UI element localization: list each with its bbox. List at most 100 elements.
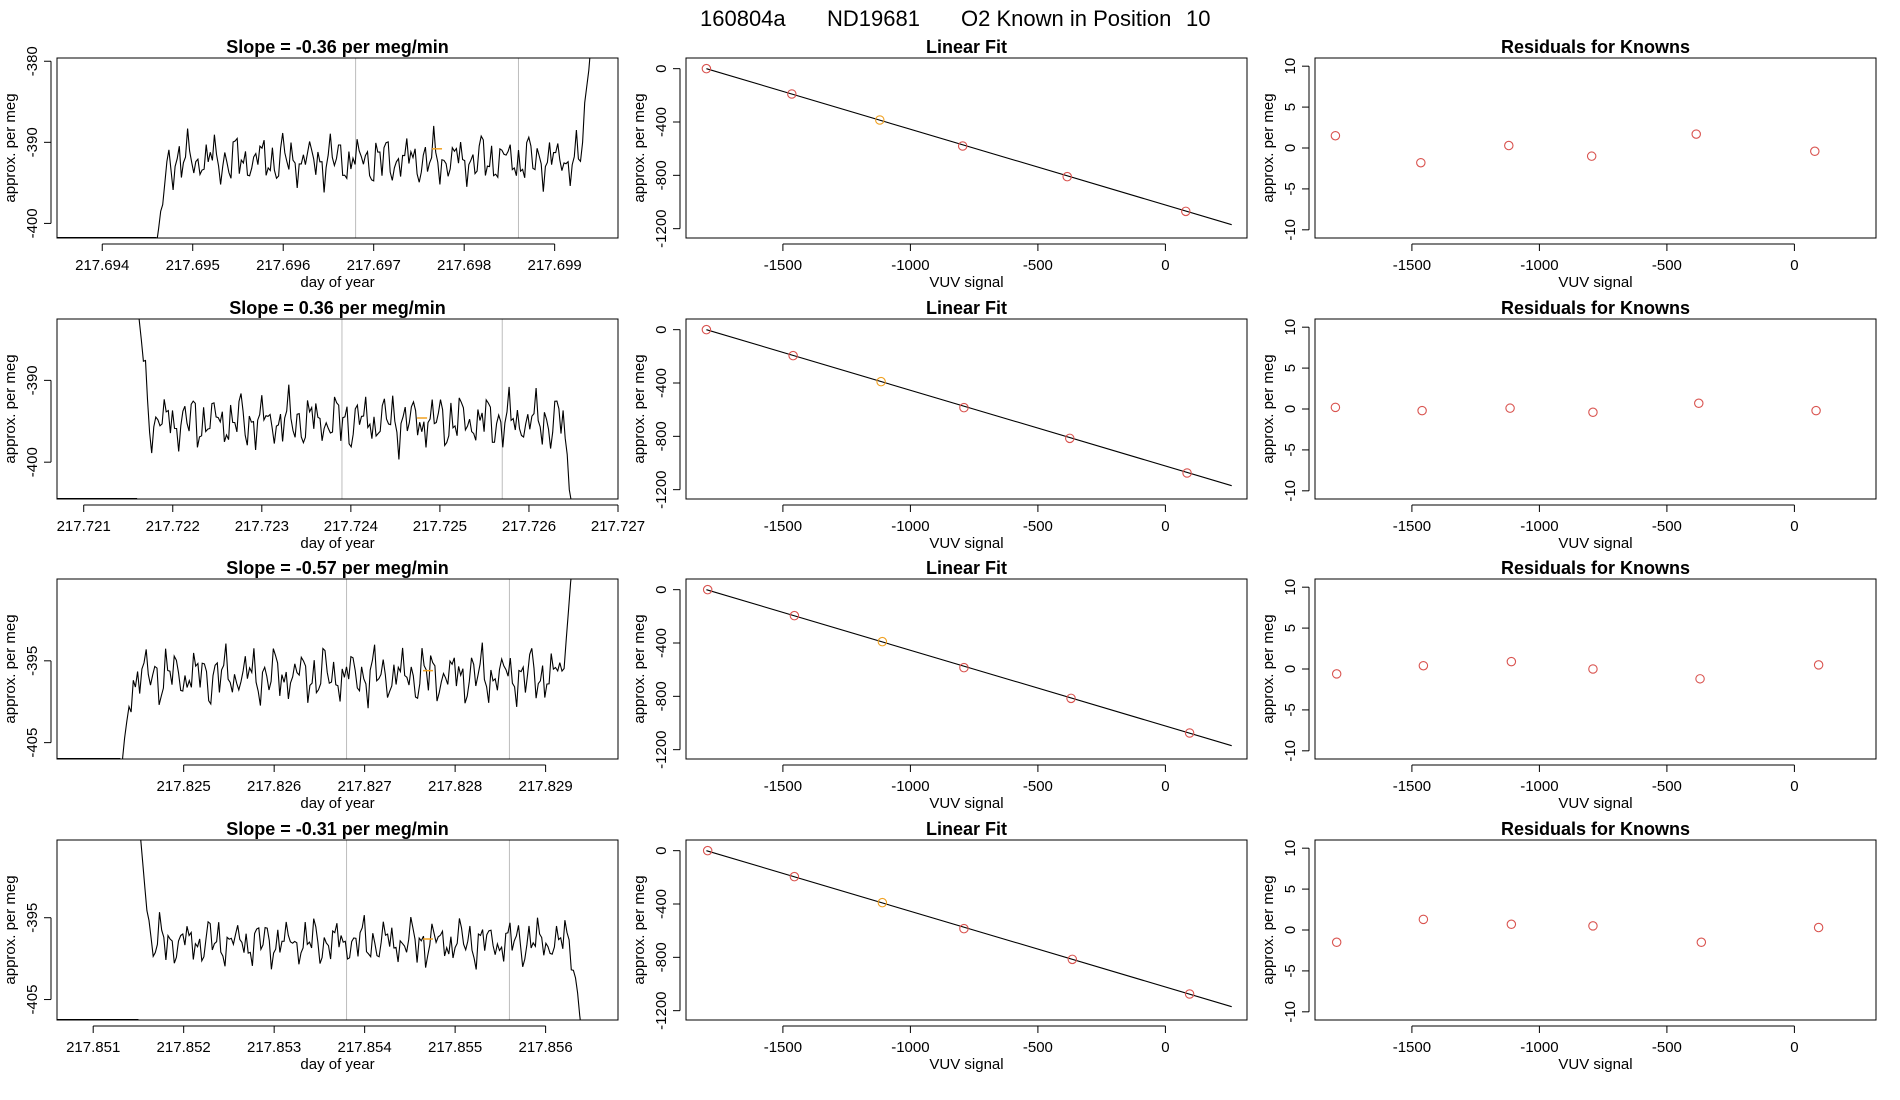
data-point <box>1810 146 1820 157</box>
y-tick-label: -400 <box>24 447 41 477</box>
plot-marks <box>57 319 572 499</box>
x-tick-label: 217.829 <box>518 778 572 795</box>
plot-frame <box>685 57 1248 239</box>
x-tick-label: 217.852 <box>157 1039 211 1056</box>
y-axis-label: approx. per meg <box>2 93 19 202</box>
x-tick-label: -1500 <box>1393 1039 1431 1056</box>
x-axis-label: day of year <box>300 795 374 812</box>
data-trace <box>121 579 572 759</box>
data-trace <box>138 319 572 499</box>
x-tick-label: 217.721 <box>57 518 111 535</box>
y-axis-label: approx. per meg <box>631 354 648 463</box>
figure-title-tank: ND19681 <box>827 6 920 31</box>
panel-residuals-row3: Residuals for Knowns -1500 -1000 -500 0 VUV s… <box>1260 558 1877 812</box>
y-tick-label: 5 <box>1282 364 1299 372</box>
y-tick-label: -5 <box>1282 964 1299 977</box>
data-point <box>1065 433 1075 444</box>
panel-linear-fit-row3: Linear Fit -1500 -1000 -500 0 VUV signal 0 -400… <box>631 558 1248 812</box>
data-point <box>957 141 968 151</box>
y-tick-label: -390 <box>24 365 41 395</box>
y-tick-label: 10 <box>1282 319 1299 336</box>
panel-residuals-row2: Residuals for Knowns -1500 -1000 -500 0 VUV s… <box>1260 298 1877 552</box>
y-tick-label: 10 <box>1282 840 1299 857</box>
x-tick-label: 217.726 <box>502 518 556 535</box>
x-tick-label: 217.723 <box>235 518 289 535</box>
data-trace <box>156 58 591 238</box>
x-tick-label: 0 <box>1790 518 1798 535</box>
panel-title: Residuals for Knowns <box>1501 558 1690 578</box>
data-point <box>1184 728 1195 738</box>
data-point <box>1588 921 1598 931</box>
y-tick-label: 0 <box>1282 665 1299 673</box>
plot-marks <box>702 584 1232 747</box>
y-axis-label: approx. per meg <box>2 614 19 723</box>
x-axis-label: VUV signal <box>1558 535 1632 552</box>
panel-grid: Slope = -0.36 per meg/min 217.694 217.695 2… <box>2 37 1877 1073</box>
x-tick-label: 217.825 <box>157 778 211 795</box>
plot-frame <box>685 318 1248 500</box>
y-tick-label: -800 <box>653 421 670 451</box>
x-tick-label: -1000 <box>1520 1039 1558 1056</box>
x-tick-label: -500 <box>1023 518 1053 535</box>
x-tick-label: -1500 <box>1393 778 1431 795</box>
y-tick-label: 10 <box>1282 58 1299 75</box>
x-tick-label: 217.827 <box>338 778 392 795</box>
panel-title: Residuals for Knowns <box>1501 37 1690 57</box>
x-axis-label: VUV signal <box>929 274 1003 291</box>
y-tick-label: -400 <box>653 628 670 658</box>
panel-residuals-row1: Residuals for Knowns -1500 -1000 -500 0 VUV s… <box>1260 37 1877 291</box>
plot-marks <box>1330 129 1820 168</box>
x-tick-label: -1000 <box>1520 778 1558 795</box>
x-tick-label: -1000 <box>891 518 929 535</box>
y-tick-label: -395 <box>24 646 41 676</box>
data-point <box>1811 405 1821 416</box>
plot-marks <box>57 58 591 238</box>
data-point <box>1067 954 1078 965</box>
y-axis-label: approx. per meg <box>2 875 19 984</box>
plot-marks <box>1330 398 1821 418</box>
data-point <box>789 871 800 882</box>
panel-timeseries-row1: Slope = -0.36 per meg/min 217.694 217.695 2… <box>2 37 619 291</box>
y-tick-label: -390 <box>24 127 41 157</box>
y-tick-label: -800 <box>653 681 670 711</box>
x-tick-label: 217.725 <box>413 518 467 535</box>
x-tick-label: -500 <box>1652 1039 1682 1056</box>
x-tick-label: 217.851 <box>66 1039 120 1056</box>
plot-frame <box>56 318 619 500</box>
plot-frame <box>56 839 619 1021</box>
x-tick-label: -1000 <box>1520 518 1558 535</box>
panel-residuals-row4: Residuals for Knowns -1500 -1000 -500 0 VUV s… <box>1260 819 1877 1073</box>
y-axis-label: approx. per meg <box>1260 93 1277 202</box>
x-tick-label: -1000 <box>891 257 929 274</box>
x-tick-label: -1000 <box>891 778 929 795</box>
data-point <box>1418 914 1429 925</box>
data-point <box>1331 669 1342 679</box>
data-point <box>1504 140 1514 151</box>
data-point <box>1505 403 1515 413</box>
x-axis-label: VUV signal <box>929 535 1003 552</box>
y-axis-label: approx. per meg <box>1260 354 1277 463</box>
y-tick-label: -1200 <box>653 991 670 1029</box>
figure-title-position: 10 <box>1186 6 1210 31</box>
plot-frame <box>685 578 1248 760</box>
y-axis-label: approx. per meg <box>631 614 648 723</box>
y-tick-label: -400 <box>24 208 41 238</box>
data-point <box>1418 660 1429 671</box>
plot-frame <box>56 578 619 760</box>
y-axis-label: approx. per meg <box>631 875 648 984</box>
y-tick-label: -1200 <box>653 730 670 768</box>
y-tick-label: 0 <box>1282 405 1299 413</box>
y-tick-label: 0 <box>1282 144 1299 152</box>
plot-frame <box>1314 578 1877 760</box>
data-point <box>959 402 969 413</box>
data-point <box>1066 693 1076 704</box>
panel-title: Slope = -0.57 per meg/min <box>226 558 449 578</box>
x-tick-label: -1000 <box>1520 257 1558 274</box>
y-tick-label: -400 <box>653 107 670 137</box>
x-tick-label: 0 <box>1790 1039 1798 1056</box>
x-tick-label: -1500 <box>1393 518 1431 535</box>
panel-timeseries-row4: Slope = -0.31 per meg/min 217.851 217.852 2… <box>2 819 619 1073</box>
panel-linear-fit-row4: Linear Fit -1500 -1000 -500 0 VUV signal 0 -400… <box>631 819 1248 1073</box>
panel-timeseries-row3: Slope = -0.57 per meg/min 217.825 217.826 2… <box>2 558 619 812</box>
